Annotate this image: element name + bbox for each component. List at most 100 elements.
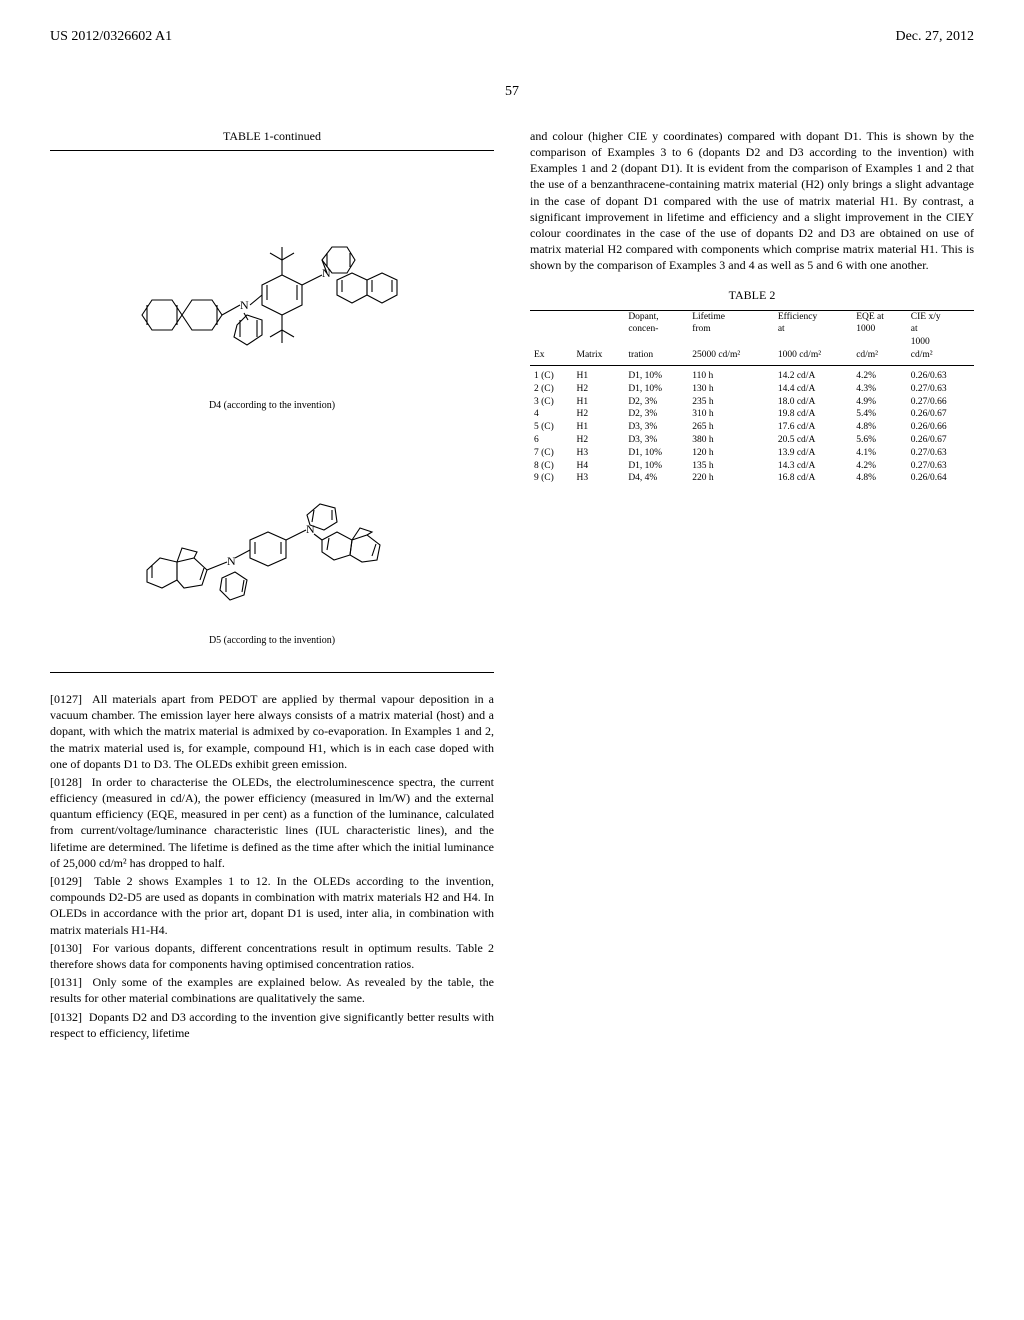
th-eff: Efficiency xyxy=(774,310,852,323)
th-matrix: Matrix xyxy=(573,349,625,365)
svg-text:N: N xyxy=(306,522,315,536)
table-cell: 265 h xyxy=(688,421,774,434)
table-cell: 110 h xyxy=(688,365,774,382)
table-cell: 4.3% xyxy=(852,383,907,396)
table-cell: 0.26/0.63 xyxy=(907,365,974,382)
table-cell: 7 (C) xyxy=(530,447,573,460)
table-cell: 130 h xyxy=(688,383,774,396)
table-row: 6H2D3, 3%380 h20.5 cd/A5.6%0.26/0.67 xyxy=(530,434,974,447)
para-num: [0127] xyxy=(50,692,82,706)
th-eff: at xyxy=(774,323,852,336)
table-cell: 380 h xyxy=(688,434,774,447)
th-cie: cd/m² xyxy=(907,349,974,365)
table2-body: 1 (C)H1D1, 10%110 h14.2 cd/A4.2%0.26/0.6… xyxy=(530,365,974,485)
table-cell: 4.2% xyxy=(852,460,907,473)
table-cell: 220 h xyxy=(688,472,774,485)
table-cell: 4.9% xyxy=(852,396,907,409)
para-0129: [0129] Table 2 shows Examples 1 to 12. I… xyxy=(50,873,494,938)
table2: Dopant, Lifetime Efficiency EQE at CIE x… xyxy=(530,310,974,486)
para-num: [0130] xyxy=(50,941,82,955)
th-lifetime: 25000 cd/m² xyxy=(688,349,774,365)
right-para: and colour (higher CIE y coordinates) co… xyxy=(530,128,974,274)
table-cell: 310 h xyxy=(688,408,774,421)
table-cell: H3 xyxy=(573,472,625,485)
table-cell: 14.2 cd/A xyxy=(774,365,852,382)
table-cell: D3, 3% xyxy=(624,434,688,447)
table-cell: D1, 10% xyxy=(624,365,688,382)
table2-head: Dopant, Lifetime Efficiency EQE at CIE x… xyxy=(530,310,974,365)
table2-title: TABLE 2 xyxy=(530,287,974,303)
para-text: For various dopants, different concentra… xyxy=(50,941,494,971)
table-cell: H4 xyxy=(573,460,625,473)
table-row: 5 (C)H1D3, 3%265 h17.6 cd/A4.8%0.26/0.66 xyxy=(530,421,974,434)
table-cell: 120 h xyxy=(688,447,774,460)
table1-region: N xyxy=(50,150,494,673)
table-cell: 18.0 cd/A xyxy=(774,396,852,409)
para-text: Only some of the examples are explained … xyxy=(50,975,494,1005)
th-eqe: EQE at xyxy=(852,310,907,323)
para-0130: [0130] For various dopants, different co… xyxy=(50,940,494,972)
table-cell: 13.9 cd/A xyxy=(774,447,852,460)
para-text: All materials apart from PEDOT are appli… xyxy=(50,692,494,771)
table-cell: 5 (C) xyxy=(530,421,573,434)
d5-caption: D5 (according to the invention) xyxy=(50,634,494,648)
table-cell: 20.5 cd/A xyxy=(774,434,852,447)
table-cell: H3 xyxy=(573,447,625,460)
page-number: 57 xyxy=(50,83,974,102)
table-row: 2 (C)H2D1, 10%130 h14.4 cd/A4.3%0.27/0.6… xyxy=(530,383,974,396)
para-num: [0131] xyxy=(50,975,82,989)
para-num: [0129] xyxy=(50,874,82,888)
table-cell: 14.4 cd/A xyxy=(774,383,852,396)
para-num: [0128] xyxy=(50,775,82,789)
para-0128: [0128] In order to characterise the OLED… xyxy=(50,774,494,871)
para-0132: [0132] Dopants D2 and D3 according to th… xyxy=(50,1009,494,1041)
para-text: Dopants D2 and D3 according to the inven… xyxy=(50,1010,494,1040)
table-row: 3 (C)H1D2, 3%235 h18.0 cd/A4.9%0.27/0.66 xyxy=(530,396,974,409)
table-cell: 0.26/0.66 xyxy=(907,421,974,434)
th-cie: at xyxy=(907,323,974,336)
table-cell: 4.8% xyxy=(852,472,907,485)
table-row: 1 (C)H1D1, 10%110 h14.2 cd/A4.2%0.26/0.6… xyxy=(530,365,974,382)
table-cell: H2 xyxy=(573,408,625,421)
table-cell: 4.2% xyxy=(852,365,907,382)
svg-text:N: N xyxy=(240,298,249,312)
th-ex: Ex xyxy=(530,349,573,365)
table-cell: H1 xyxy=(573,421,625,434)
th-cie: CIE x/y xyxy=(907,310,974,323)
table-cell: H2 xyxy=(573,383,625,396)
left-column: TABLE 1-continued N xyxy=(50,128,494,1043)
th-eff: 1000 cd/m² xyxy=(774,349,852,365)
table-cell: 0.27/0.63 xyxy=(907,447,974,460)
publication-date: Dec. 27, 2012 xyxy=(895,28,974,47)
th-lifetime: Lifetime xyxy=(688,310,774,323)
table-cell: D4, 4% xyxy=(624,472,688,485)
table-cell: H1 xyxy=(573,396,625,409)
two-column-layout: TABLE 1-continued N xyxy=(50,128,974,1043)
table-cell: D1, 10% xyxy=(624,460,688,473)
table-cell: 5.4% xyxy=(852,408,907,421)
structure-d4-diagram: N xyxy=(122,165,422,395)
para-num: [0132] xyxy=(50,1010,82,1024)
structure-d5-diagram: N N xyxy=(122,430,422,630)
table-row: 7 (C)H3D1, 10%120 h13.9 cd/A4.1%0.27/0.6… xyxy=(530,447,974,460)
table-row: 4H2D2, 3%310 h19.8 cd/A5.4%0.26/0.67 xyxy=(530,408,974,421)
table-cell: 6 xyxy=(530,434,573,447)
para-text: In order to characterise the OLEDs, the … xyxy=(50,775,494,870)
svg-text:N: N xyxy=(227,554,236,568)
para-text: Table 2 shows Examples 1 to 12. In the O… xyxy=(50,874,494,937)
table-cell: 5.6% xyxy=(852,434,907,447)
para-0131: [0131] Only some of the examples are exp… xyxy=(50,974,494,1006)
th-dopant: tration xyxy=(624,349,688,365)
table-cell: D2, 3% xyxy=(624,396,688,409)
table-cell: 0.26/0.67 xyxy=(907,408,974,421)
th-eqe: cd/m² xyxy=(852,349,907,365)
table-row: 8 (C)H4D1, 10%135 h14.3 cd/A4.2%0.27/0.6… xyxy=(530,460,974,473)
table-cell: D2, 3% xyxy=(624,408,688,421)
para-0127: [0127] All materials apart from PEDOT ar… xyxy=(50,691,494,772)
table-cell: 135 h xyxy=(688,460,774,473)
table-cell: 0.26/0.67 xyxy=(907,434,974,447)
table-cell: 1 (C) xyxy=(530,365,573,382)
table-cell: 17.6 cd/A xyxy=(774,421,852,434)
table-cell: D3, 3% xyxy=(624,421,688,434)
table-cell: D1, 10% xyxy=(624,383,688,396)
